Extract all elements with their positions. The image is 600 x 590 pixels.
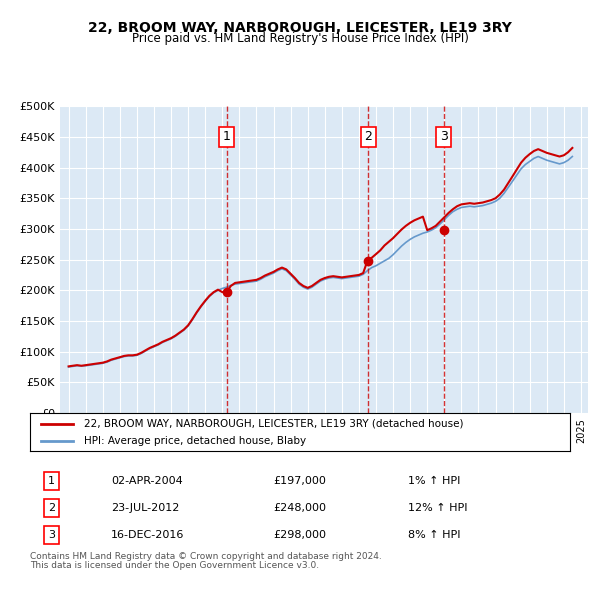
Text: 12% ↑ HPI: 12% ↑ HPI xyxy=(408,503,467,513)
Text: £298,000: £298,000 xyxy=(273,530,326,540)
Text: 2: 2 xyxy=(365,130,373,143)
Text: Contains HM Land Registry data © Crown copyright and database right 2024.: Contains HM Land Registry data © Crown c… xyxy=(30,552,382,560)
Text: 1: 1 xyxy=(223,130,230,143)
Text: Price paid vs. HM Land Registry's House Price Index (HPI): Price paid vs. HM Land Registry's House … xyxy=(131,32,469,45)
Text: 16-DEC-2016: 16-DEC-2016 xyxy=(111,530,184,540)
Text: 2: 2 xyxy=(48,503,55,513)
Text: £248,000: £248,000 xyxy=(273,503,326,513)
Text: 1% ↑ HPI: 1% ↑ HPI xyxy=(408,476,460,486)
Text: 22, BROOM WAY, NARBOROUGH, LEICESTER, LE19 3RY (detached house): 22, BROOM WAY, NARBOROUGH, LEICESTER, LE… xyxy=(84,419,464,429)
Text: HPI: Average price, detached house, Blaby: HPI: Average price, detached house, Blab… xyxy=(84,435,306,445)
Text: 1: 1 xyxy=(48,476,55,486)
Text: £197,000: £197,000 xyxy=(273,476,326,486)
Text: This data is licensed under the Open Government Licence v3.0.: This data is licensed under the Open Gov… xyxy=(30,560,319,569)
Text: 3: 3 xyxy=(48,530,55,540)
Text: 3: 3 xyxy=(440,130,448,143)
Text: 22, BROOM WAY, NARBOROUGH, LEICESTER, LE19 3RY: 22, BROOM WAY, NARBOROUGH, LEICESTER, LE… xyxy=(88,21,512,35)
Text: 23-JUL-2012: 23-JUL-2012 xyxy=(111,503,179,513)
Text: 8% ↑ HPI: 8% ↑ HPI xyxy=(408,530,461,540)
Text: 02-APR-2004: 02-APR-2004 xyxy=(111,476,183,486)
